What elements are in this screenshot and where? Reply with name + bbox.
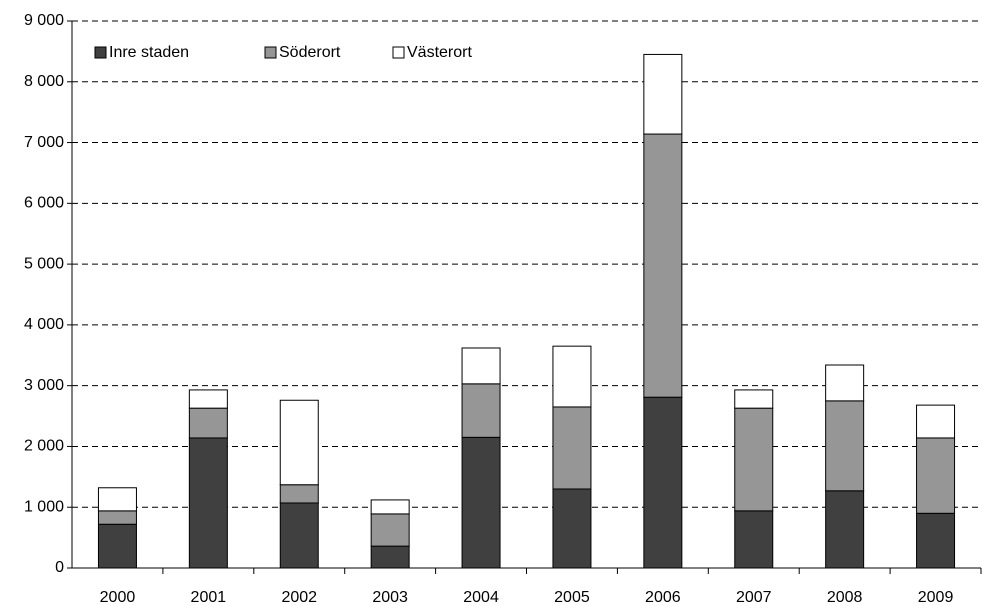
x-tick-label: 2005 <box>554 589 590 606</box>
legend-label: Söderort <box>279 44 341 61</box>
bar-segment <box>643 396 683 569</box>
x-tick-label: 2003 <box>372 589 408 606</box>
bar-segment <box>279 502 319 569</box>
y-tick-label: 0 <box>55 559 64 576</box>
bar-segment <box>825 400 865 492</box>
x-tick-label: 2009 <box>918 589 954 606</box>
bar-segment <box>370 513 410 547</box>
bar-segment <box>552 406 592 490</box>
x-tick-label: 2000 <box>100 589 136 606</box>
x-tick-label: 2001 <box>191 589 227 606</box>
y-tick-label: 6 000 <box>24 195 64 212</box>
x-tick-label: 2004 <box>463 589 499 606</box>
bar-segment <box>461 436 501 569</box>
y-tick-label: 3 000 <box>24 377 64 394</box>
bar-segment <box>188 389 228 409</box>
bar-segment <box>552 345 592 408</box>
bar-segment <box>734 510 774 569</box>
bar-segment <box>279 399 319 486</box>
legend-swatch <box>264 46 277 59</box>
x-tick-label: 2006 <box>645 589 681 606</box>
bar-segment <box>461 347 501 385</box>
bar-segment <box>825 490 865 569</box>
y-tick-label: 1 000 <box>24 498 64 515</box>
bar-segment <box>188 437 228 569</box>
bar-segment <box>370 499 410 515</box>
bar-segment <box>461 383 501 438</box>
y-tick-label: 4 000 <box>24 316 64 333</box>
bar-segment <box>279 484 319 504</box>
bar-segment <box>97 487 137 512</box>
y-tick-label: 8 000 <box>24 73 64 90</box>
bar-segment <box>734 407 774 512</box>
x-tick-label: 2008 <box>827 589 863 606</box>
bar-segment <box>916 437 956 514</box>
bar-segment <box>188 407 228 439</box>
bar-segment <box>370 545 410 569</box>
bar-segment <box>916 404 956 439</box>
y-tick-label: 5 000 <box>24 255 64 272</box>
bar-segment <box>643 53 683 135</box>
bar-segment <box>916 512 956 569</box>
bar-segment <box>825 364 865 402</box>
legend-swatch <box>94 46 107 59</box>
x-tick-label: 2002 <box>281 589 317 606</box>
y-tick-label: 2 000 <box>24 438 64 455</box>
bar-segment <box>97 523 137 569</box>
legend-label: Inre staden <box>109 44 189 61</box>
y-tick-label: 7 000 <box>24 134 64 151</box>
legend-label: Västerort <box>407 44 472 61</box>
bar-segment <box>97 510 137 525</box>
bar-segment <box>552 488 592 569</box>
y-tick-label: 9 000 <box>24 12 64 29</box>
bar-segment <box>734 389 774 409</box>
bar-segment <box>643 133 683 398</box>
legend-swatch <box>392 46 405 59</box>
x-tick-label: 2007 <box>736 589 772 606</box>
